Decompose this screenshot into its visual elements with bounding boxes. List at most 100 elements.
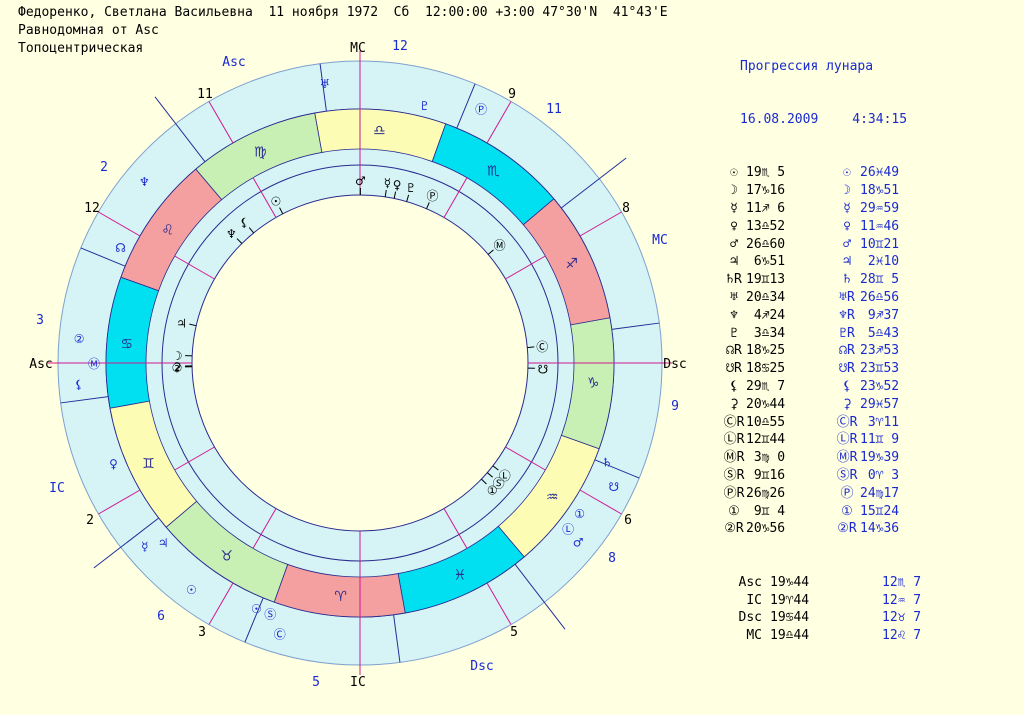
angle-natal: 19♑44 — [770, 574, 810, 590]
progression-time: 4:34:15 — [852, 111, 908, 127]
position-natal-sym: ☿ — [730, 200, 738, 216]
position-prog: 24♍17 — [860, 485, 900, 501]
position-natal-sym: ⓂR — [723, 450, 745, 466]
zodiac-sign-glyph: ♎ — [373, 123, 386, 139]
position-prog: 23♐53 — [860, 343, 900, 359]
position-natal: 19♏ 5 — [746, 165, 786, 181]
prog-cusp-line — [456, 83, 476, 129]
zodiac-sign-glyph: ♒ — [546, 489, 559, 505]
prog-planet-glyph: ♆ — [139, 175, 150, 189]
position-natal-sym: ♄R — [726, 272, 742, 288]
prog-house-number: 11 — [546, 102, 562, 117]
position-prog: 23♑52 — [860, 378, 900, 394]
natal-planet-tick — [393, 191, 397, 199]
position-prog: 11♊ 9 — [860, 432, 900, 448]
prog-cusp-line — [60, 396, 109, 404]
position-natal-sym: ♂ — [730, 236, 738, 252]
natal-planet-glyph: ☿ — [384, 176, 391, 190]
position-prog-sym: ☽ — [843, 183, 851, 199]
prog-planet-glyph: ① — [574, 507, 585, 521]
prog-angle-label: Dsc — [470, 659, 493, 674]
prog-cusp-line — [154, 96, 206, 163]
position-prog-sym: ⓂR — [836, 450, 858, 466]
position-natal: 9♊ 4 — [746, 503, 786, 519]
position-prog: 0♈ 3 — [860, 467, 900, 483]
prog-cusp-line — [560, 157, 627, 209]
position-prog-sym: ♀ — [843, 218, 851, 234]
progression-date: 16.08.2009 — [740, 111, 819, 127]
natal-cusp-line — [486, 582, 512, 625]
position-prog-sym: ☋R — [839, 361, 855, 377]
zodiac-sign-glyph: ♊ — [142, 456, 155, 472]
position-row: ⓈR 9♊16 ⓈR 0♈ 3 — [722, 467, 1022, 485]
angle-natal: 19♎44 — [770, 628, 810, 644]
position-prog: 14♑36 — [860, 521, 900, 537]
position-prog-sym: ⒸR — [836, 414, 858, 430]
natal-house-number: 3 — [198, 625, 206, 640]
prog-house-number: 9 — [671, 399, 679, 414]
position-row: ☉ 19♏ 5 ☉ 26♓49 — [722, 164, 1022, 182]
natal-cusp-line — [174, 255, 215, 280]
prog-planet-glyph: Ⓟ — [475, 102, 487, 116]
position-row: ②R 20♑56 ②R 14♑36 — [722, 520, 1022, 538]
position-natal-sym: ②R — [724, 521, 744, 537]
position-row: ♆ 4♐24 ♆R 9♐37 — [722, 307, 1022, 325]
natal-planet-tick — [279, 207, 284, 215]
position-natal-sym: ⓅR — [723, 485, 745, 501]
angle-name: Asc — [738, 574, 762, 590]
prog-planet-glyph: ♃ — [158, 536, 169, 550]
position-row: ⓅR 26♍26 Ⓟ 24♍17 — [722, 485, 1022, 503]
position-natal-sym: ☋R — [726, 361, 742, 377]
natal-planet-glyph: ♇ — [405, 181, 416, 195]
position-prog: 11♒46 — [860, 218, 900, 234]
prog-cusp-line — [93, 517, 160, 569]
natal-planet-glyph: ♃ — [176, 316, 187, 330]
natal-cusp-line — [252, 508, 277, 549]
angle-prog: 12♏ 7 — [882, 574, 922, 590]
position-natal: 6♑51 — [746, 254, 786, 270]
position-natal-sym: ⚸ — [729, 378, 739, 394]
prog-planet-glyph: ♄ — [602, 455, 613, 469]
zodiac-sign-glyph: ♓ — [454, 568, 467, 584]
prog-planet-glyph: ☉ — [251, 602, 262, 616]
progression-title: Прогрессия лунара — [740, 58, 874, 74]
natal-planet-glyph: ② — [172, 361, 183, 375]
prog-house-number: 12 — [392, 39, 408, 54]
prog-house-number: 8 — [608, 551, 616, 566]
natal-planet-glyph: ⚸ — [240, 215, 249, 229]
prog-cusp-line — [594, 459, 640, 479]
position-prog: 29♒59 — [860, 200, 900, 216]
natal-cusp-line — [505, 446, 546, 471]
natal-house-number: 8 — [622, 201, 630, 216]
position-natal: 4♐24 — [746, 307, 786, 323]
natal-house-number: 12 — [84, 201, 100, 216]
position-prog: 9♐37 — [860, 307, 900, 323]
position-row: ♃ 6♑51 ♃ 2♓10 — [722, 253, 1022, 271]
natal-angle-label: Asc — [29, 357, 52, 372]
position-row: ⚸ 29♏ 7 ⚸ 23♑52 — [722, 378, 1022, 396]
position-natal-sym: ☽ — [730, 183, 738, 199]
position-row: ♅ 20♎34 ♅R 26♎56 — [722, 289, 1022, 307]
angle-row-ic: IC 19♈44 12♒ 7 — [722, 592, 1022, 610]
natal-cusp-line — [443, 177, 468, 218]
natal-planet-glyph: ♂ — [355, 174, 366, 188]
position-natal: 19♊13 — [746, 272, 786, 288]
chart-title-line: Федоренко, Светлана Васильевна 11 ноября… — [18, 5, 668, 20]
position-natal: 26♍26 — [746, 485, 786, 501]
prog-cusp-line — [244, 597, 264, 643]
position-row: ⓁR 12♊44 ⓁR 11♊ 9 — [722, 431, 1022, 449]
position-prog-sym: ☿ — [843, 200, 851, 216]
natal-planet-glyph: Ⓛ — [499, 469, 511, 483]
topocentric-line: Топоцентрическая — [18, 41, 144, 56]
astro-wheel[interactable]: ♎ ♍ ♌ ♋ ♊ ♉ ♈ ♓ ♒ ♑ ♐ ♏ MC IC Asc Dsc MC IC Asc Dsc 9 8 6 5 3 2 12… — [0, 0, 720, 715]
natal-planet-glyph: ♆ — [226, 227, 237, 241]
natal-planet-glyph: ☋ — [538, 363, 549, 377]
position-row: ♄R 19♊13 ♄ 28♊ 5 — [722, 271, 1022, 289]
angle-name: Dsc — [738, 610, 762, 626]
prog-angle-label: MC — [652, 233, 668, 248]
position-natal-sym: ⚳ — [729, 396, 739, 412]
prog-planet-glyph: ♀ — [109, 457, 118, 471]
prog-planet-glyph: ☋ — [608, 480, 619, 494]
zodiac-sign-glyph: ♐ — [565, 256, 578, 272]
natal-cusp-line — [208, 582, 234, 625]
